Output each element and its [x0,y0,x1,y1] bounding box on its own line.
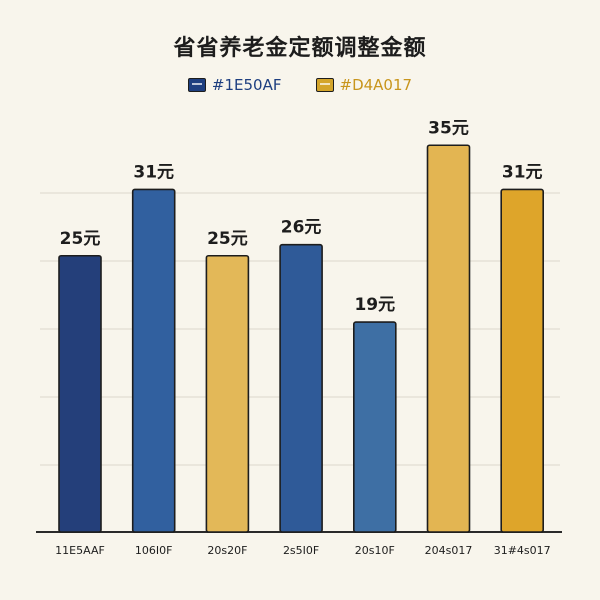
bar [131,188,176,533]
bar [500,188,545,533]
bar [426,144,471,533]
legend-swatch-blue-icon [187,78,206,92]
data-label: 19元 [354,295,395,315]
x-tick-label: 31#4s017 [494,544,551,557]
data-label: 35元 [428,118,469,138]
legend-swatch-gold-icon [315,78,334,92]
x-tick-label: 11E5AAF [55,544,105,557]
chart-legend: #1E50AF #D4A017 [0,76,600,94]
bar [279,243,323,533]
data-label: 31元 [502,162,543,182]
bar [352,321,397,533]
data-label: 25元 [207,229,248,249]
legend-item-gold: #D4A017 [315,76,413,94]
legend-item-blue: #1E50AF [187,76,282,94]
data-label: 26元 [281,218,322,238]
x-tick-label: 204s017 [425,544,473,557]
chart-title: 省省养老金定额调整金额 [173,36,427,61]
legend-label-blue: #1E50AF [211,76,282,94]
x-tick-label: 20s10F [355,544,395,557]
data-label: 25元 [60,229,101,249]
legend-label-gold: #D4A017 [339,76,413,94]
x-tick-label: 106I0F [135,544,173,557]
x-tick-label: 20s20F [207,544,247,557]
bar [58,254,102,533]
data-label: 31元 [133,162,174,182]
x-tick-label: 2s5I0F [283,544,319,557]
bar [205,254,250,533]
